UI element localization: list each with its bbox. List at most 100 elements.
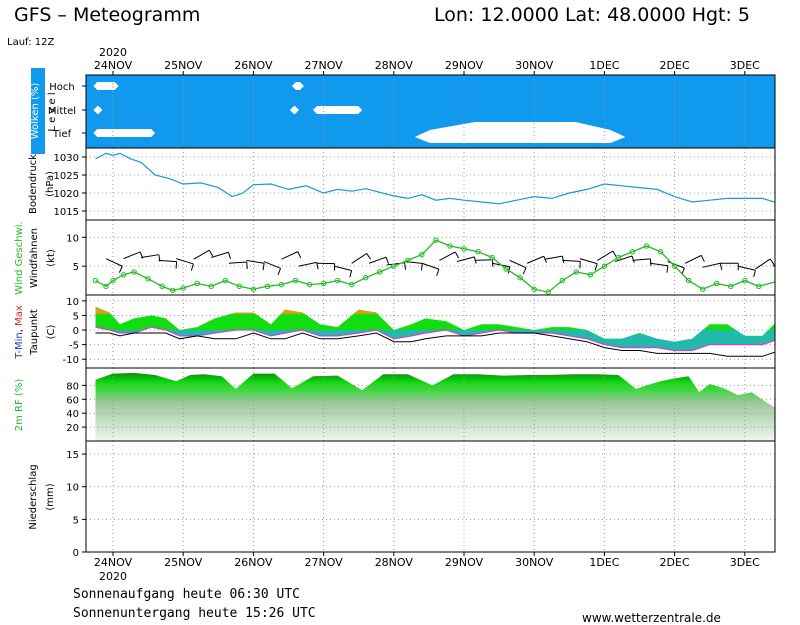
wind-speed-point [222,277,229,284]
wind-speed-line [95,239,775,293]
clouds-label-background [31,68,45,154]
wind-speed-point [264,283,271,290]
level-label: Mittel [48,106,76,117]
wind-speed-point [159,283,165,290]
wind-barb [526,255,544,264]
temp-range-fill-negative [109,330,775,351]
axis-label-part: Max [14,305,25,326]
wind-barb [334,265,352,271]
wind-barb-flag [118,266,123,273]
wind-barb-flag [769,258,775,266]
wind-barb [158,259,177,263]
bottom-day-label: 3DEC [730,556,760,569]
bottom-day-label: 29NOV [445,556,484,569]
wind-barb-flag [228,252,232,260]
wind-barb [649,262,668,267]
wind-speed-point [461,246,467,252]
site-link[interactable]: www.wetterzentrale.de [582,611,721,625]
axis-label: Taupunkt [29,309,40,356]
axis-label: Niederschlag [28,464,39,529]
wind-speed-point [714,280,720,287]
wind-barb [421,262,440,270]
top-day-label: 27NOV [304,59,343,72]
wind-speed-point [236,283,243,290]
wind-speed-point [292,277,299,284]
bottom-day-label: 25NOV [164,556,203,569]
wind-speed-point [503,266,509,272]
y-tick-label: 0 [73,326,79,337]
coordinates-label: Lon: 12.0000 Lat: 48.0000 Hgt: 5 [434,4,750,26]
axis-label-part: (C) [46,325,57,340]
wind-speed-point [110,277,116,284]
wind-barb-flag [262,263,265,271]
wind-barb [684,254,702,264]
wind-speed-point [180,285,186,291]
top-day-label: 30NOV [515,59,554,72]
clouds-panel: Hoch Mittel Tief Wolken (%) L e v e l [30,68,776,154]
top-year-label: 2020 [99,46,127,59]
wind-speed-point [320,280,327,287]
wind-speed-point [433,237,439,243]
axis-label-part: 2m RF (%) [14,379,25,432]
wind-speed-point [756,283,762,290]
wind-barb-flag [421,263,423,271]
bottom-day-label: 1DEC [589,556,619,569]
wind-speed-point [587,272,594,278]
wind-barb [544,255,563,260]
sunset-label: Sonnenuntergang heute 15:26 UTC [73,606,316,621]
clouds-layer [93,82,626,143]
wind-barb-flag [666,265,669,273]
dewpoint-line [95,332,775,357]
wind-barb [141,254,159,258]
wind-speed-point [169,287,176,294]
wind-speed-point [742,277,748,284]
cloud-segment [93,82,119,90]
wind-barb-flag [561,256,565,264]
wind-speed-point [278,281,285,288]
wind-barb-flag [190,263,194,271]
wind-barb-flag [594,263,598,271]
wind-speed-point [363,274,369,281]
wind-speed-point [643,243,650,249]
cloud-segment [414,122,626,143]
wind-barb [351,253,368,264]
humidity-panel: 20 40 60 80 2m RF (%) [14,367,776,442]
wind-barb [105,258,123,267]
run-label: Lauf: 12Z [7,37,54,48]
y-tick-label: 60 [66,395,79,406]
bottom-year-label: 2020 [99,570,127,583]
bottom-day-label: 26NOV [234,556,273,569]
y-tick-label: 80 [66,381,79,392]
wind-speed-point [573,269,580,275]
y-tick-label: 0 [73,548,79,559]
y-tick-label: 1020 [54,189,79,200]
y-tick-label: 10 [66,297,79,308]
wind-barb-flag [349,270,353,278]
top-day-label: 2DEC [660,59,690,72]
axis-label-part: (kt) [46,249,57,267]
temperature-panel: -10 -5 0 5 10 T-Min, Max Taupunkt (C) [14,294,776,369]
precipitation-panel: 0 5 10 15 Niederschlag (mm) [28,440,776,559]
y-tick-label: 15 [66,450,79,461]
y-tick-label: 5 [73,311,79,322]
wind-speed-point [120,272,127,278]
axis-label: (hPa) [45,171,56,197]
wind-barb [369,256,387,264]
wind-speed-point [559,277,565,284]
pressure-line [95,152,775,205]
wind-speed-point [334,277,341,284]
wind-speed-point [145,276,151,282]
wind-barb [228,261,247,264]
wind-speed-point [629,249,636,255]
wind-speed-point [778,278,782,282]
top-day-label: 26NOV [234,59,273,72]
top-day-label: 25NOV [164,59,203,72]
cloud-segment [93,129,156,137]
wind-barb-flag [277,268,282,275]
axis-label: 2m RF (%) [14,379,25,432]
wind-barb-flag [404,262,406,270]
level-label: Tief [52,129,72,140]
axis-label: (mm) [45,483,56,510]
axis-label-part: Windfahnen [29,228,40,288]
